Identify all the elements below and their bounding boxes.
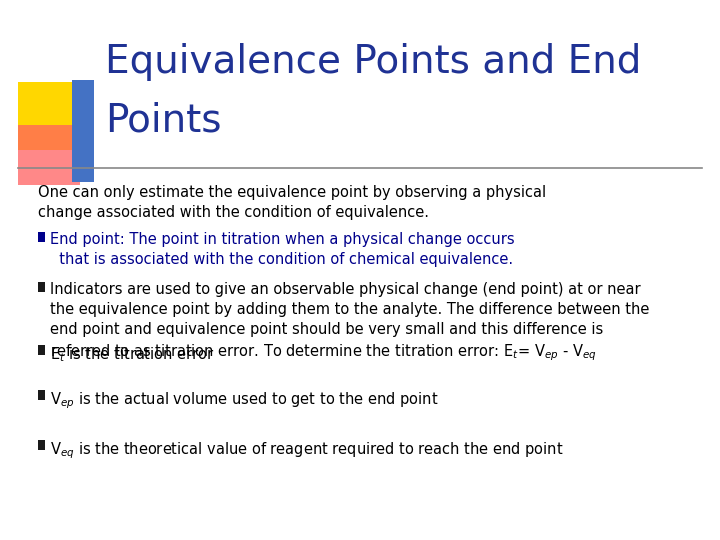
Text: E$_t$ is the titration error: E$_t$ is the titration error [50, 345, 215, 364]
Bar [38, 345, 45, 355]
Bar [38, 282, 45, 292]
Text: V$_{eq}$ is the theoretical value of reagent required to reach the end point: V$_{eq}$ is the theoretical value of rea… [50, 440, 563, 461]
Text: One can only estimate the equivalence point by observing a physical
change assoc: One can only estimate the equivalence po… [38, 185, 546, 220]
Text: Indicators are used to give an observable physical change (end point) at or near: Indicators are used to give an observabl… [50, 282, 649, 363]
Text: Equivalence Points and End: Equivalence Points and End [105, 43, 642, 81]
Text: Points: Points [105, 101, 222, 139]
Text: V$_{ep}$ is the actual volume used to get to the end point: V$_{ep}$ is the actual volume used to ge… [50, 390, 438, 410]
Bar [38, 232, 45, 242]
Bar [38, 440, 45, 450]
Bar [38, 390, 45, 400]
Bar [18, 125, 80, 185]
Text: End point: The point in titration when a physical change occurs
  that is associ: End point: The point in titration when a… [50, 232, 515, 267]
Bar [72, 80, 94, 182]
Bar [18, 82, 90, 150]
